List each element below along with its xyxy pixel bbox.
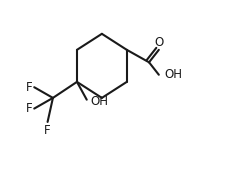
Text: F: F: [44, 124, 51, 137]
Text: OH: OH: [164, 68, 182, 81]
Text: F: F: [26, 102, 33, 115]
Text: F: F: [26, 81, 33, 94]
Text: OH: OH: [90, 95, 108, 108]
Text: O: O: [154, 36, 164, 49]
